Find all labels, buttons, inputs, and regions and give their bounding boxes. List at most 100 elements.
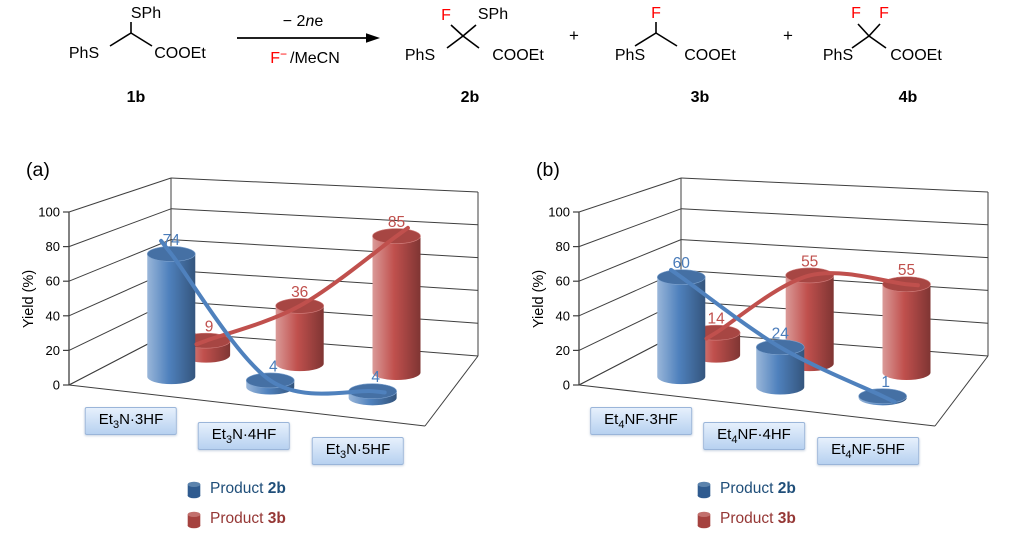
value-label: 4 bbox=[269, 358, 278, 375]
bar-cylinder-body bbox=[246, 380, 295, 395]
legend-label-text: Product bbox=[210, 510, 268, 527]
legend-item: Product 2b bbox=[187, 477, 286, 501]
bond bbox=[857, 23, 870, 37]
bond bbox=[868, 23, 881, 37]
compound-label-4b: 4b bbox=[899, 89, 918, 106]
legend-icon-shape bbox=[697, 511, 711, 517]
bond bbox=[446, 35, 464, 49]
cylinder-legend-icon-red bbox=[697, 511, 711, 528]
substituent-f: F bbox=[441, 7, 451, 24]
y-tick-label: 80 bbox=[46, 239, 60, 254]
y-tick-label: 80 bbox=[556, 239, 570, 254]
floor-right-edge bbox=[934, 355, 989, 427]
y-tick-label: 100 bbox=[548, 205, 570, 220]
grid-line bbox=[578, 208, 682, 248]
grid-line bbox=[170, 208, 479, 226]
value-label: 14 bbox=[707, 311, 725, 328]
compound-label-1b: 1b bbox=[127, 89, 146, 106]
y-axis-title: Yield (%) bbox=[21, 270, 37, 328]
substituent-cooet: COOEt bbox=[492, 47, 544, 64]
value-label: 60 bbox=[673, 255, 691, 272]
category-label: Et4NF·5HF bbox=[817, 437, 919, 465]
trend-curve bbox=[159, 238, 387, 396]
y-tick-label: 20 bbox=[46, 343, 60, 358]
legend-label: Product 3b bbox=[720, 510, 796, 528]
legend-label-bold: 3b bbox=[777, 510, 796, 527]
bond bbox=[851, 35, 870, 49]
bond bbox=[634, 32, 657, 47]
y-tick-label: 0 bbox=[53, 378, 60, 393]
arrow-condition-bottom: F−/MeCN bbox=[270, 47, 340, 67]
grid-line bbox=[68, 208, 172, 248]
bar-cylinder-body bbox=[657, 277, 706, 385]
category-label: Et4NF·3HF bbox=[590, 407, 692, 435]
legend-icon-shape bbox=[187, 481, 201, 487]
trend-curve bbox=[669, 267, 897, 404]
substituent-phs: PhS bbox=[615, 47, 645, 64]
grid-line bbox=[578, 177, 682, 213]
legend-icon-shape bbox=[697, 483, 711, 496]
grid-line bbox=[170, 269, 479, 291]
substituent-sph-top: SPh bbox=[131, 5, 161, 22]
substituent-f: F bbox=[651, 5, 661, 22]
trend-curve bbox=[704, 271, 920, 341]
legend-b: Product 2b Product 3b bbox=[697, 477, 796, 537]
grid-line bbox=[68, 177, 172, 213]
reaction-scheme: SPh PhS COOEt 1b − 2ne F−/MeCN F SPh PhS… bbox=[69, 5, 942, 106]
legend-icon-shape bbox=[187, 513, 201, 526]
bar-cylinder-body bbox=[348, 391, 397, 406]
value-label: 9 bbox=[205, 319, 214, 336]
category-label: Et3N·3HF bbox=[84, 407, 178, 435]
bar-cylinder-body bbox=[882, 284, 931, 381]
bond bbox=[109, 32, 132, 47]
arrow-head bbox=[366, 33, 380, 43]
grid-line bbox=[680, 177, 989, 193]
legend-label-text: Product bbox=[210, 480, 268, 497]
substituent-cooet: COOEt bbox=[684, 47, 736, 64]
compound-label-3b: 3b bbox=[691, 89, 710, 106]
legend-label-text: Product bbox=[720, 510, 778, 527]
solvent: /MeCN bbox=[290, 50, 340, 67]
bond bbox=[130, 32, 153, 47]
bar-cylinder-body bbox=[372, 236, 421, 381]
compound-2b: F SPh PhS COOEt 2b bbox=[405, 6, 544, 106]
y-tick-label: 60 bbox=[46, 274, 60, 289]
plus-sign: + bbox=[569, 26, 579, 45]
compound-label-2b: 2b bbox=[461, 89, 480, 106]
legend-item: Product 3b bbox=[187, 507, 286, 531]
y-tick-label: 100 bbox=[38, 205, 60, 220]
cylinder-legend-icon-blue bbox=[697, 481, 711, 498]
legend-label: Product 3b bbox=[210, 510, 286, 528]
value-label: 24 bbox=[772, 325, 790, 342]
substituent-phs: PhS bbox=[69, 45, 99, 62]
reaction-arrow: − 2ne F−/MeCN bbox=[237, 13, 380, 67]
floor-front-edge bbox=[68, 384, 426, 427]
chart-canvas-a: 0 20 40 60 80 100 Yield (%) (a) 9 36 85 74 4 4 bbox=[21, 159, 479, 427]
electrons-post: e bbox=[314, 13, 323, 30]
chart-canvas-b: 0 20 40 60 80 100 Yield (%) (b) 14 55 55 60 24 1 bbox=[531, 159, 989, 427]
substituent-f: F bbox=[851, 5, 861, 22]
grid-line bbox=[170, 177, 479, 193]
electrons-pre: − 2 bbox=[283, 13, 306, 30]
fluoride-charge: − bbox=[280, 47, 287, 61]
category-label: Et3N·5HF bbox=[311, 437, 405, 465]
legend-icon-shape bbox=[187, 483, 201, 496]
grid-line bbox=[680, 239, 989, 259]
legend-label-bold: 2b bbox=[267, 480, 286, 497]
floor-right-edge bbox=[424, 355, 479, 427]
bond bbox=[462, 24, 477, 37]
panel-label: (b) bbox=[536, 159, 560, 181]
bar-cylinder-body bbox=[756, 347, 805, 395]
y-tick-label: 40 bbox=[46, 308, 60, 323]
grid-line bbox=[680, 269, 989, 291]
legend-label-bold: 3b bbox=[267, 510, 286, 527]
y-tick-label: 60 bbox=[556, 274, 570, 289]
bond bbox=[868, 35, 887, 49]
panel-label: (a) bbox=[26, 159, 50, 181]
y-tick-label: 0 bbox=[563, 378, 570, 393]
trend-curve bbox=[194, 225, 410, 347]
legend-icon-shape bbox=[697, 513, 711, 526]
legend-icon-shape bbox=[187, 511, 201, 517]
substituent-phs: PhS bbox=[405, 47, 435, 64]
